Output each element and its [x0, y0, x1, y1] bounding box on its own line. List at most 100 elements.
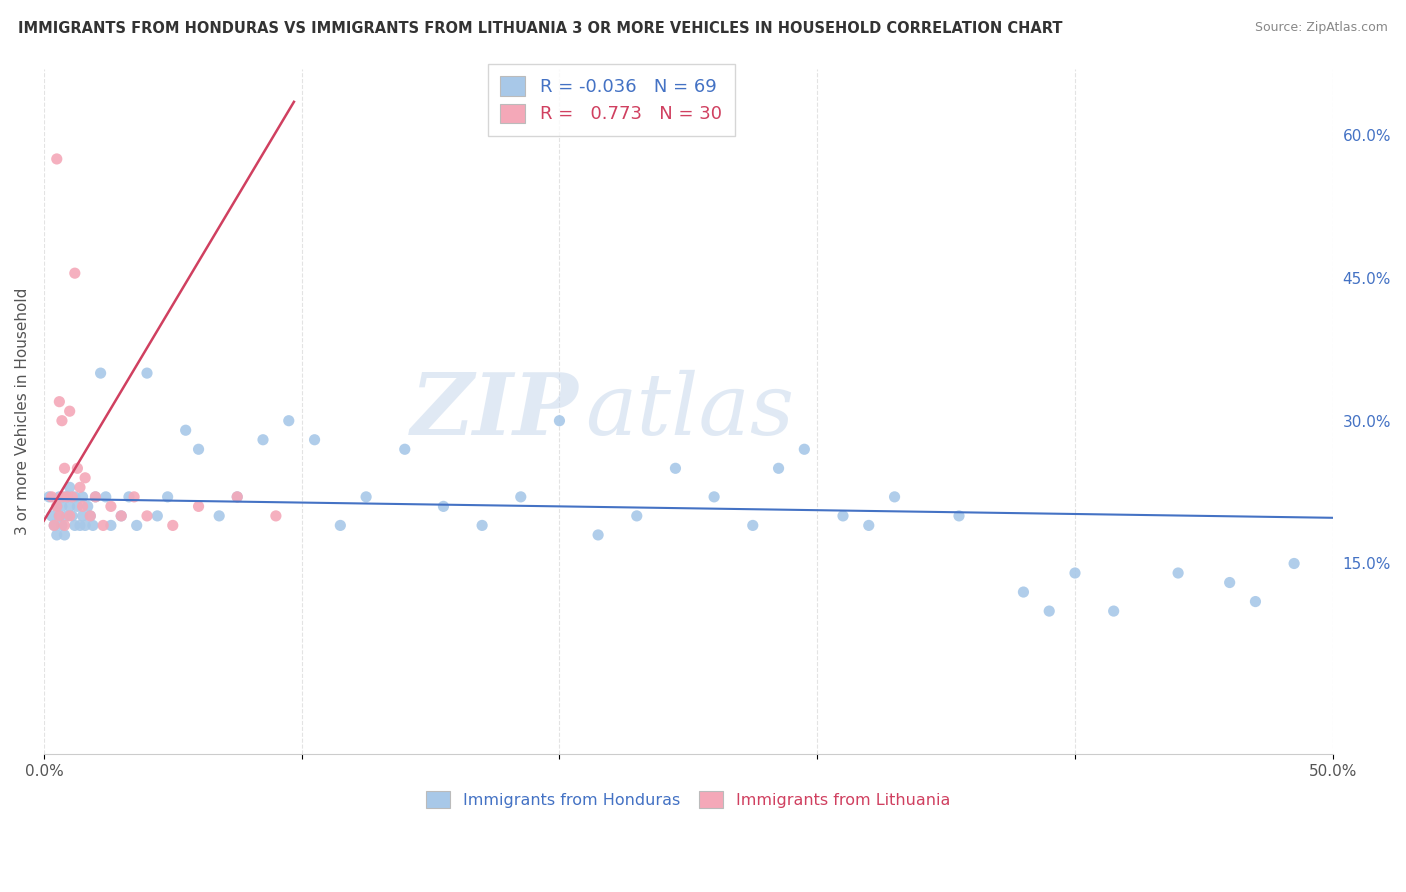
- Point: [1038, 604, 1060, 618]
- Text: Source: ZipAtlas.com: Source: ZipAtlas.com: [1254, 21, 1388, 34]
- Point: [226, 490, 249, 504]
- Point: [110, 508, 132, 523]
- Point: [44, 518, 66, 533]
- Point: [60, 508, 83, 523]
- Point: [63, 266, 86, 280]
- Point: [664, 461, 686, 475]
- Point: [56, 508, 79, 523]
- Point: [136, 366, 159, 380]
- Point: [1102, 604, 1125, 618]
- Point: [793, 442, 815, 457]
- Point: [45, 500, 67, 514]
- Point: [136, 508, 159, 523]
- Point: [94, 490, 117, 504]
- Point: [72, 500, 94, 514]
- Point: [48, 508, 70, 523]
- Point: [53, 518, 76, 533]
- Point: [38, 490, 60, 504]
- Point: [63, 518, 86, 533]
- Point: [44, 518, 66, 533]
- Point: [69, 518, 91, 533]
- Point: [82, 518, 104, 533]
- Point: [75, 518, 97, 533]
- Point: [768, 461, 790, 475]
- Point: [53, 528, 76, 542]
- Text: IMMIGRANTS FROM HONDURAS VS IMMIGRANTS FROM LITHUANIA 3 OR MORE VEHICLES IN HOUS: IMMIGRANTS FROM HONDURAS VS IMMIGRANTS F…: [18, 21, 1063, 36]
- Point: [394, 442, 416, 457]
- Point: [1219, 575, 1241, 590]
- Point: [264, 508, 287, 523]
- Point: [226, 490, 249, 504]
- Point: [51, 518, 73, 533]
- Point: [703, 490, 725, 504]
- Point: [948, 508, 970, 523]
- Point: [59, 500, 82, 514]
- Point: [48, 394, 70, 409]
- Point: [45, 152, 67, 166]
- Point: [48, 490, 70, 504]
- Point: [252, 433, 274, 447]
- Point: [41, 490, 63, 504]
- Point: [304, 433, 326, 447]
- Point: [90, 366, 112, 380]
- Point: [60, 490, 83, 504]
- Y-axis label: 3 or more Vehicles in Household: 3 or more Vehicles in Household: [15, 287, 30, 535]
- Point: [741, 518, 763, 533]
- Point: [100, 500, 122, 514]
- Point: [69, 480, 91, 494]
- Point: [548, 414, 571, 428]
- Legend: Immigrants from Honduras, Immigrants from Lithuania: Immigrants from Honduras, Immigrants fro…: [420, 784, 957, 814]
- Point: [832, 508, 855, 523]
- Point: [41, 508, 63, 523]
- Point: [156, 490, 179, 504]
- Point: [66, 461, 89, 475]
- Point: [883, 490, 905, 504]
- Point: [1167, 566, 1189, 580]
- Point: [122, 490, 145, 504]
- Point: [53, 461, 76, 475]
- Point: [187, 500, 209, 514]
- Point: [110, 508, 132, 523]
- Point: [174, 423, 197, 437]
- Point: [100, 518, 122, 533]
- Point: [56, 490, 79, 504]
- Point: [1064, 566, 1087, 580]
- Point: [626, 508, 648, 523]
- Point: [59, 404, 82, 418]
- Point: [75, 471, 97, 485]
- Point: [1282, 557, 1305, 571]
- Point: [118, 490, 141, 504]
- Point: [84, 490, 107, 504]
- Point: [79, 508, 101, 523]
- Point: [277, 414, 299, 428]
- Point: [187, 442, 209, 457]
- Point: [66, 500, 89, 514]
- Point: [72, 490, 94, 504]
- Point: [1244, 594, 1267, 608]
- Point: [125, 518, 148, 533]
- Point: [45, 528, 67, 542]
- Point: [59, 480, 82, 494]
- Point: [79, 508, 101, 523]
- Point: [91, 518, 114, 533]
- Point: [48, 508, 70, 523]
- Point: [471, 518, 494, 533]
- Point: [586, 528, 609, 542]
- Point: [51, 490, 73, 504]
- Point: [509, 490, 531, 504]
- Point: [59, 508, 82, 523]
- Text: atlas: atlas: [585, 370, 794, 452]
- Point: [51, 414, 73, 428]
- Point: [146, 508, 169, 523]
- Point: [329, 518, 352, 533]
- Point: [1012, 585, 1035, 599]
- Point: [56, 490, 79, 504]
- Point: [162, 518, 184, 533]
- Point: [63, 490, 86, 504]
- Point: [432, 500, 454, 514]
- Point: [354, 490, 377, 504]
- Point: [45, 500, 67, 514]
- Point: [858, 518, 880, 533]
- Point: [84, 490, 107, 504]
- Point: [76, 500, 98, 514]
